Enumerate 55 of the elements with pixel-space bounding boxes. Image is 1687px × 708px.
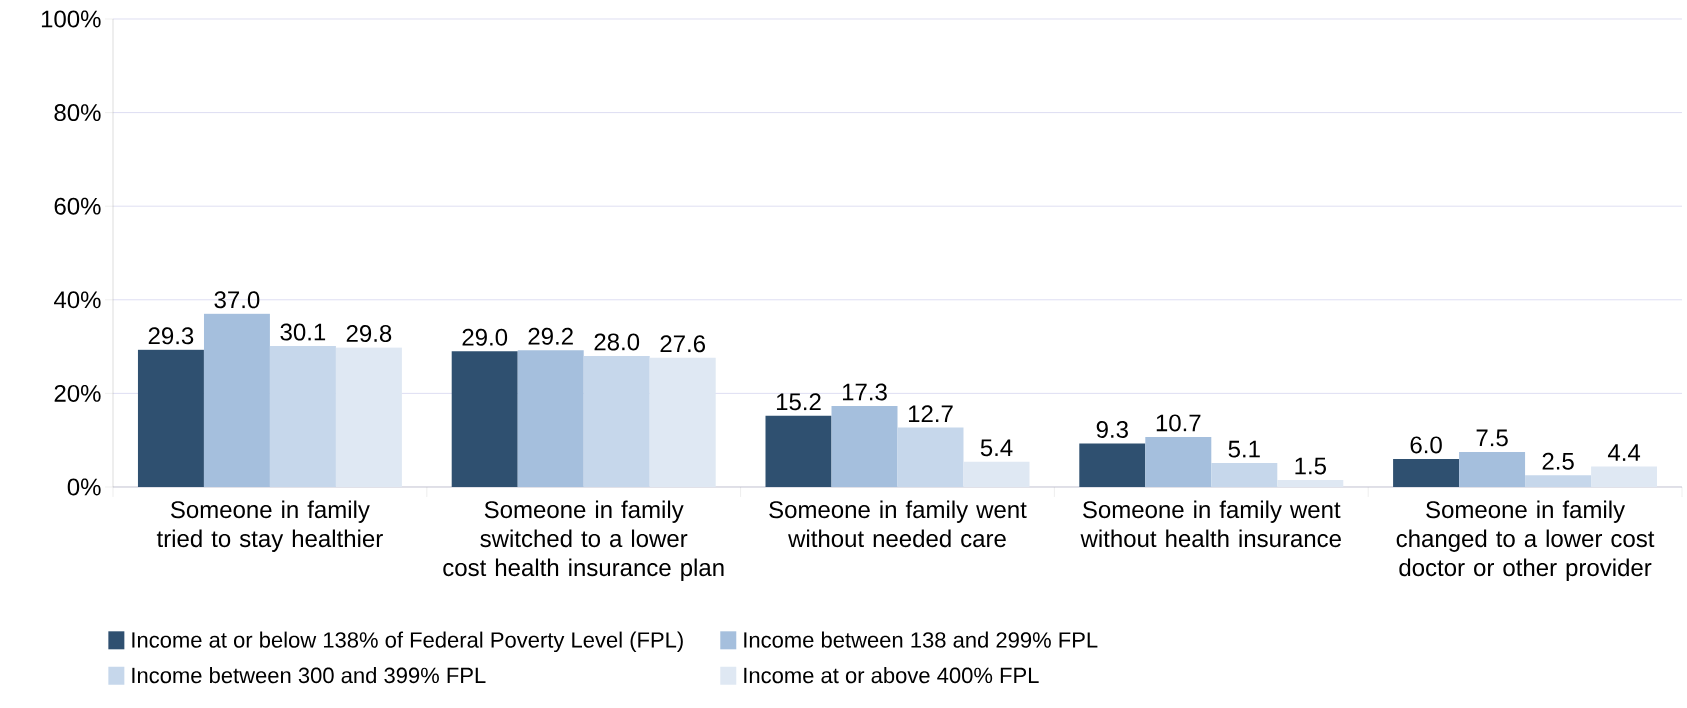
data-label: 6.0 (1410, 436, 1442, 454)
x-tick-label: Someone in family went without health insurance (1080, 500, 1341, 548)
data-label: 7.5 (1476, 429, 1508, 447)
y-tick-label: 20% (54, 384, 101, 402)
data-label: 30.1 (280, 323, 326, 341)
legend-label: Income between 138 and 299% FPL (744, 631, 1098, 648)
bar (963, 461, 1030, 487)
data-label: 4.4 (1607, 444, 1641, 461)
data-label: 9.3 (1096, 420, 1128, 438)
y-tick-label: 100% (41, 10, 101, 28)
bar (1591, 466, 1658, 487)
data-label: 29.3 (148, 327, 194, 345)
y-tick-label: 80% (54, 104, 101, 122)
bar (517, 350, 584, 487)
bar (897, 427, 964, 487)
y-tick-label: 0% (67, 478, 101, 496)
bar (1393, 458, 1460, 487)
x-tick-label: Someone in family went without needed care (769, 500, 1027, 548)
bar (1277, 479, 1344, 487)
data-label: 29.0 (462, 328, 508, 346)
legend-label: Income between 300 and 399% FPL (132, 667, 486, 684)
data-label: 29.2 (528, 327, 573, 345)
bar (649, 357, 716, 487)
data-label: 5.1 (1228, 440, 1260, 458)
y-tick-label: 60% (54, 197, 101, 215)
bar (765, 415, 832, 487)
data-label: 29.8 (346, 325, 392, 342)
bar (137, 349, 204, 487)
bar (583, 355, 650, 487)
legend-label: Income at or below 138% of Federal Poverty Level (FPL) (132, 631, 683, 653)
bar (1211, 463, 1278, 487)
bar (335, 347, 402, 487)
x-tick-label: Someone in family switched to a lower cost health insurance plan (443, 500, 724, 581)
data-label: 17.3 (842, 383, 887, 401)
y-tick-label: 40% (53, 291, 101, 309)
data-label: 5.4 (980, 439, 1013, 457)
bar (831, 406, 898, 487)
data-label: 27.6 (660, 335, 705, 353)
data-label: 10.7 (1156, 414, 1201, 432)
data-label: 37.0 (214, 291, 260, 309)
bar (203, 313, 270, 487)
bar (1525, 475, 1592, 487)
data-label: 1.5 (1295, 457, 1326, 475)
x-tick-label: Someone in family changed to a lower cost doctor or other provider (1396, 500, 1655, 581)
legend-label: Income at or above 400% FPL (744, 667, 1039, 684)
data-label: 2.5 (1542, 452, 1574, 470)
bar (1145, 436, 1212, 487)
data-label: 15.2 (776, 393, 821, 411)
data-label: 12.7 (908, 405, 953, 423)
bar (269, 346, 336, 487)
bar (451, 351, 518, 487)
data-label: 28.0 (594, 333, 640, 351)
bar (1079, 443, 1146, 487)
bar (1459, 451, 1526, 487)
x-tick-label: Someone in family tried to stay healthier (156, 500, 383, 552)
